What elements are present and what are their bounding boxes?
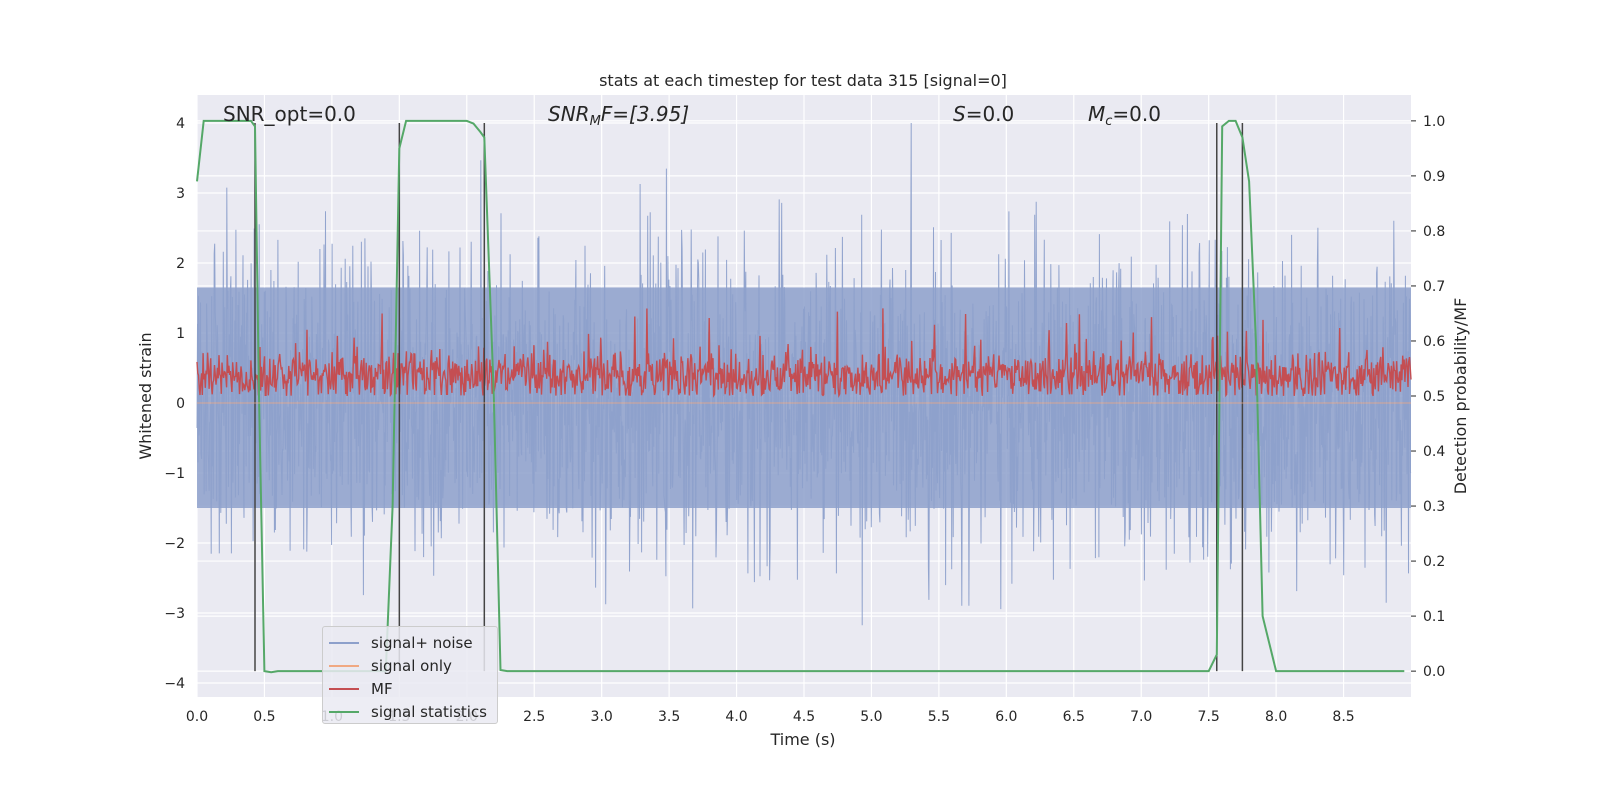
x-tick-label: 4.0 (725, 709, 747, 725)
s-prefix: S (953, 102, 966, 126)
y2-tick-label: 0.7 (1423, 279, 1445, 295)
vertical-markers (254, 123, 1244, 672)
mc-prefix: M (1088, 102, 1105, 126)
legend-swatch-signal-noise (329, 641, 359, 644)
y2-tick-label: 0.2 (1423, 554, 1445, 570)
y-tick-label: 4 (176, 116, 185, 132)
legend: signal+ noise signal only MF signal stat… (322, 626, 498, 724)
s-annotation: S=0.0 (953, 102, 1014, 126)
snr-mf-sub: M (590, 114, 601, 129)
y2-tick-label: 0.0 (1423, 664, 1445, 680)
legend-item-mf: MF (329, 677, 491, 700)
snr-mf-suffix: F=[3.95] (601, 102, 689, 126)
y2-tick-label: 0.8 (1423, 224, 1445, 240)
x-tick-label: 8.0 (1265, 709, 1287, 725)
x-tick-label: 8.5 (1332, 709, 1354, 725)
x-tick-label: 6.0 (995, 709, 1017, 725)
legend-label-signal-only: signal only (371, 656, 452, 675)
y-tick-label: 2 (176, 256, 185, 272)
s-suffix: =0.0 (966, 102, 1015, 126)
y2-tick-label: 0.3 (1423, 499, 1445, 515)
legend-item-signal-noise: signal+ noise (329, 631, 491, 654)
y2-axis-label: Detection probability/MF (1451, 298, 1470, 495)
legend-swatch-mf (329, 687, 359, 690)
legend-label-signal-noise: signal+ noise (371, 633, 473, 652)
y2-tick-label: 1.0 (1423, 114, 1445, 130)
x-tick-label: 7.5 (1198, 709, 1220, 725)
x-tick-label: 5.5 (928, 709, 950, 725)
x-tick-label: 0.0 (186, 709, 208, 725)
legend-label-mf: MF (371, 679, 393, 698)
mc-suffix: =0.0 (1112, 102, 1161, 126)
snr-mf-annotation: SNRMF=[3.95] (548, 102, 689, 129)
y-tick-label: −1 (164, 466, 185, 482)
legend-label-signal-statistics: signal statistics (371, 702, 488, 721)
x-tick-label: 4.5 (793, 709, 815, 725)
snr-mf-prefix: SNR (548, 102, 590, 126)
signal-statistics-series (196, 119, 1405, 674)
x-tick-label: 6.5 (1063, 709, 1085, 725)
y2-tick-label: 0.4 (1423, 444, 1445, 460)
x-tick-label: 3.5 (658, 709, 680, 725)
mc-annotation: Mc=0.0 (1088, 102, 1161, 129)
x-tick-label: 7.0 (1130, 709, 1152, 725)
x-tick-label: 0.5 (253, 709, 275, 725)
y2-tick-label: 0.6 (1423, 334, 1445, 350)
y-tick-label: −3 (164, 606, 185, 622)
y-tick-label: −2 (164, 536, 185, 552)
chart-title: stats at each timestep for test data 315… (599, 71, 1007, 90)
x-tick-label: 5.0 (860, 709, 882, 725)
signal-statistics-line (196, 119, 1405, 674)
y2-tick-label: 0.9 (1423, 169, 1445, 185)
x-axis-label: Time (s) (769, 730, 835, 749)
x-tick-label: 2.5 (523, 709, 545, 725)
y-tick-label: 3 (176, 186, 185, 202)
legend-item-signal-statistics: signal statistics (329, 700, 491, 723)
legend-swatch-signal-statistics (329, 710, 359, 713)
y2-tick-label: 0.5 (1423, 389, 1445, 405)
y-tick-label: −4 (164, 676, 185, 692)
y-axis-label: Whitened strain (136, 332, 155, 459)
x-tick-label: 3.0 (591, 709, 613, 725)
legend-swatch-signal-only (329, 664, 359, 667)
snr-opt-annotation: SNR_opt=0.0 (223, 102, 356, 126)
legend-item-signal-only: signal only (329, 654, 491, 677)
y-tick-label: 1 (176, 326, 185, 342)
mc-sub: c (1105, 114, 1112, 129)
y-tick-label: 0 (176, 396, 185, 412)
y2-tick-label: 0.1 (1423, 609, 1445, 625)
